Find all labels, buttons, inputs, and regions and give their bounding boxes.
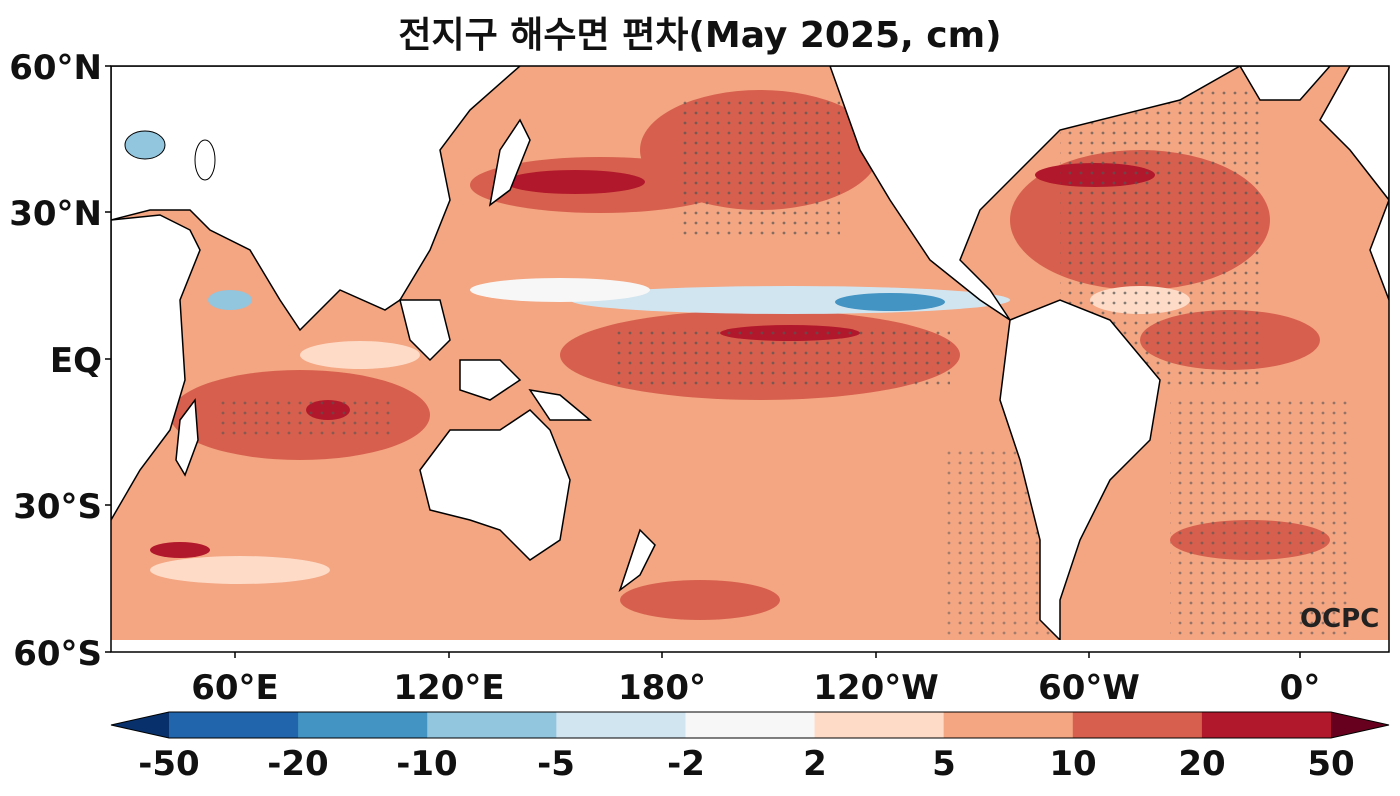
- lon-label-0: 0°: [1279, 668, 1321, 708]
- colorbar-segment: [298, 712, 428, 738]
- colorbar: [110, 711, 1390, 739]
- colorbar-segment: [685, 712, 816, 738]
- colorbar-outline: [110, 711, 1390, 739]
- colorbar-segment: [943, 712, 1074, 738]
- colorbar-segment: [169, 712, 299, 738]
- lat-label-eq: EQ: [49, 341, 102, 381]
- lon-label-120e: 120°E: [393, 668, 505, 708]
- colorbar-label: -2: [667, 744, 705, 784]
- lat-label-30n: 30°N: [9, 194, 102, 234]
- lon-label-60w: 60°W: [1038, 668, 1140, 708]
- colorbar-label: 2: [803, 744, 827, 784]
- colorbar-label: -50: [138, 744, 200, 784]
- lon-label-180: 180°: [618, 668, 706, 708]
- colorbar-segment: [1072, 712, 1203, 738]
- lon-label-60e: 60°E: [191, 668, 279, 708]
- colorbar-label: 5: [932, 744, 956, 784]
- colorbar-label: 10: [1049, 744, 1097, 784]
- sea-level-anomaly-field: [111, 66, 1389, 652]
- map-title: 전지구 해수면 편차(May 2025, cm): [398, 15, 1002, 56]
- axis-ticks: [105, 65, 1301, 658]
- colorbar-label: -10: [396, 744, 458, 784]
- lat-label-60s: 60°S: [13, 634, 102, 674]
- colorbar-label: -20: [267, 744, 329, 784]
- brand-watermark: OCPC: [1300, 604, 1380, 634]
- colorbar-segment: [814, 712, 945, 738]
- colorbar-extend-min: [111, 712, 169, 738]
- colorbar-segment: [427, 712, 557, 738]
- lat-label-60n: 60°N: [9, 48, 102, 88]
- lon-label-120w: 120°W: [813, 668, 939, 708]
- colorbar-segment: [556, 712, 686, 738]
- colorbar-label: 50: [1307, 744, 1355, 784]
- colorbar-label: 20: [1178, 744, 1226, 784]
- colorbar-extend-max: [1331, 712, 1389, 738]
- land-masses: [111, 66, 1389, 652]
- colorbar-label: -5: [537, 744, 575, 784]
- lat-label-30s: 30°S: [13, 487, 102, 527]
- colorbar-segment: [1201, 712, 1332, 738]
